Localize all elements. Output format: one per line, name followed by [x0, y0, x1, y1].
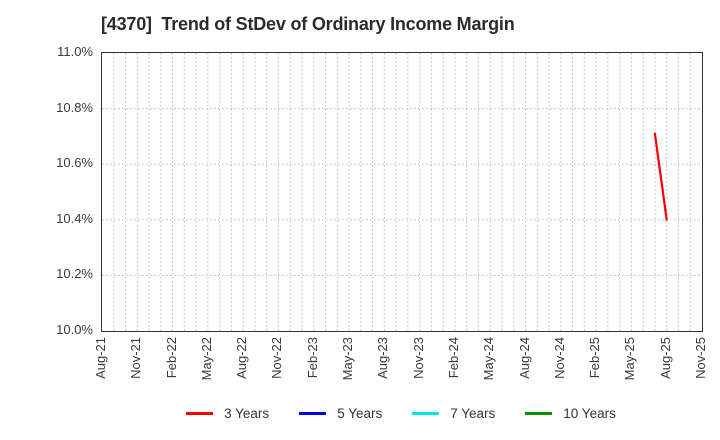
x-tick-label: May-24: [481, 337, 497, 381]
legend-item-7-years: 7 Years: [412, 406, 495, 421]
legend-item-3-years: 3 Years: [186, 406, 269, 421]
x-tick-label: Feb-25: [587, 337, 603, 379]
x-tick-label: May-23: [340, 337, 356, 381]
legend-label: 5 Years: [337, 406, 383, 421]
x-tick-label: Nov-22: [269, 337, 285, 379]
x-tick-label: Aug-25: [657, 337, 673, 379]
x-tick-label: May-25: [622, 337, 638, 381]
series-line-3-years: [653, 132, 668, 221]
legend-line-swatch: [525, 412, 553, 415]
x-tick-label: Aug-23: [375, 337, 391, 379]
legend-label: 10 Years: [563, 406, 616, 421]
legend-label: 3 Years: [224, 406, 270, 421]
y-tick-label: 10.8%: [56, 99, 93, 115]
legend-item-5-years: 5 Years: [299, 406, 382, 421]
y-tick-label: 10.2%: [56, 266, 93, 282]
legend-line-swatch: [186, 412, 214, 415]
plot-svg: [102, 53, 702, 331]
x-tick-label: Feb-24: [445, 337, 461, 379]
y-tick-label: 10.6%: [56, 155, 93, 171]
y-tick-label: 10.4%: [56, 210, 93, 226]
legend-item-10-years: 10 Years: [525, 406, 616, 421]
y-tick-label: 11.0%: [57, 44, 93, 59]
legend-label: 7 Years: [450, 406, 496, 421]
x-tick-label: Nov-24: [551, 337, 567, 379]
x-tick-label: Feb-22: [163, 337, 179, 379]
legend-line-swatch: [299, 412, 327, 415]
y-tick-label: 10.0%: [56, 322, 93, 337]
chart-title: [4370] Trend of StDev of Ordinary Income…: [101, 14, 515, 34]
legend: 3 Years 5 Years 7 Years 10 Years: [101, 406, 701, 421]
x-tick-label: Nov-25: [693, 337, 708, 379]
x-tick-label: Aug-22: [234, 337, 250, 379]
x-tick-label: Aug-24: [516, 337, 532, 379]
plot-area: [101, 52, 703, 332]
legend-line-swatch: [412, 412, 440, 415]
x-tick-label: Nov-21: [128, 337, 144, 379]
x-tick-label: Aug-21: [93, 337, 108, 379]
x-tick-label: Feb-23: [304, 337, 320, 379]
x-tick-label: Nov-23: [410, 337, 426, 379]
x-tick-label: May-22: [198, 337, 214, 381]
